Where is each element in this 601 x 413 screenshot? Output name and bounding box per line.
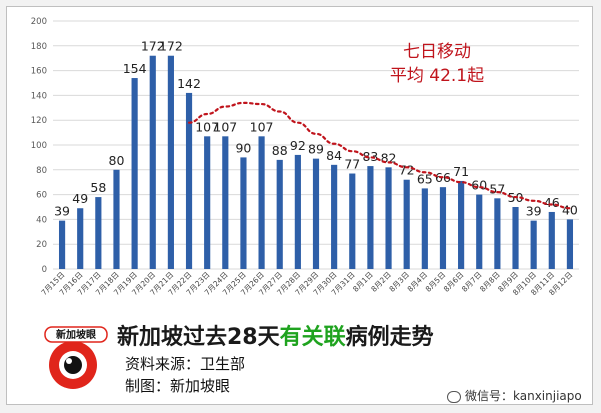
x-tick-labels: 7月15日7月16日7月17日7月18日7月19日7月20日7月21日7月22日… [39, 270, 574, 297]
bar [403, 179, 410, 269]
bar [367, 166, 374, 269]
bar-value-label: 92 [290, 138, 306, 153]
bar-value-label: 49 [72, 191, 88, 206]
moving-average-label-line1: 七日移动 [403, 42, 471, 62]
y-tick-label: 100 [31, 141, 47, 151]
data-source: 资料来源：卫生部 [125, 355, 246, 373]
bar-value-label: 84 [326, 148, 342, 163]
bar-value-label: 58 [90, 180, 106, 195]
bar-value-label: 40 [562, 202, 578, 217]
chart-credit: 制图：新加坡眼 [125, 377, 231, 395]
bar [77, 208, 84, 269]
bar [222, 136, 229, 269]
bar-value-label: 154 [123, 61, 147, 76]
bar [276, 159, 283, 269]
bar [494, 198, 501, 269]
bar-value-label: 88 [272, 143, 288, 158]
watermark-text: 微信号：kanxinjiapo [465, 389, 582, 403]
bar-value-label: 72 [399, 163, 415, 178]
bar [385, 167, 392, 269]
bar [512, 207, 519, 269]
bar-value-label: 89 [308, 142, 324, 157]
y-tick-label: 120 [31, 116, 47, 126]
brand-logo: 新加坡眼 [44, 326, 108, 389]
bar-value-label: 46 [544, 195, 560, 210]
bar-value-label: 71 [453, 164, 469, 179]
bar-value-label: 172 [141, 39, 165, 54]
bar [258, 136, 265, 269]
bar [566, 219, 574, 269]
bar [204, 136, 211, 269]
bar-value-label: 57 [489, 181, 505, 196]
bar-value-label: 172 [159, 39, 183, 54]
y-tick-label: 40 [36, 215, 47, 225]
bar [421, 188, 428, 269]
bar [185, 92, 193, 269]
logo-text: 新加坡眼 [56, 328, 96, 341]
y-tick-label: 200 [31, 17, 47, 27]
bar [113, 169, 120, 269]
bar-value-label: 107 [250, 119, 274, 134]
y-tick-label: 60 [36, 191, 47, 201]
title-highlight: 有关联 [279, 325, 346, 350]
y-tick-label: 80 [36, 166, 47, 176]
bar [240, 157, 247, 269]
bar-value-label: 83 [362, 149, 378, 164]
y-tick-label: 140 [31, 91, 47, 101]
bar [439, 187, 447, 269]
bar [530, 220, 537, 269]
bar-value-label: 39 [526, 204, 542, 219]
bar [331, 164, 338, 269]
bar-value-label: 107 [213, 119, 237, 134]
bar-value-label: 90 [235, 140, 251, 155]
bar-value-label: 39 [54, 204, 70, 219]
bar [548, 211, 555, 269]
bar [476, 194, 483, 269]
y-tick-label: 160 [31, 67, 47, 77]
wechat-watermark: 微信号：kanxinjiapo [447, 387, 582, 404]
bar [167, 55, 174, 269]
bar-value-label: 80 [109, 153, 125, 168]
bars-layer [58, 55, 574, 269]
chart-frame: 39 49 58 80 154 172 172 142 107 107 90 107 88 92 89 84 7… [6, 6, 593, 405]
y-tick-label: 0 [42, 265, 47, 275]
page-title: 新加坡过去28天有关联病例走势 [117, 319, 434, 351]
title-part1: 新加坡过去28天 [117, 325, 280, 350]
title-part2: 病例走势 [345, 325, 434, 350]
bar [458, 180, 465, 269]
bar-value-label: 60 [471, 178, 487, 193]
bar-value-label: 107 [195, 119, 219, 134]
bar [95, 197, 102, 269]
wechat-icon [447, 390, 461, 403]
bar-value-label: 65 [417, 171, 433, 186]
bar-value-label: 77 [344, 157, 360, 172]
y-tick-label: 180 [31, 42, 47, 52]
bar [58, 220, 66, 269]
moving-average-label-line2: 平均 42.1起 [390, 66, 484, 86]
bar [149, 55, 156, 269]
y-tick-labels: 0 20 40 60 80 100 120 140 160 180 200 [31, 17, 47, 275]
y-tick-label: 20 [36, 240, 47, 250]
bar [294, 154, 301, 269]
moving-average-line [187, 101, 572, 210]
bar [312, 158, 320, 269]
bar [131, 78, 138, 269]
bar [349, 173, 356, 269]
bar-value-label: 142 [177, 76, 201, 91]
